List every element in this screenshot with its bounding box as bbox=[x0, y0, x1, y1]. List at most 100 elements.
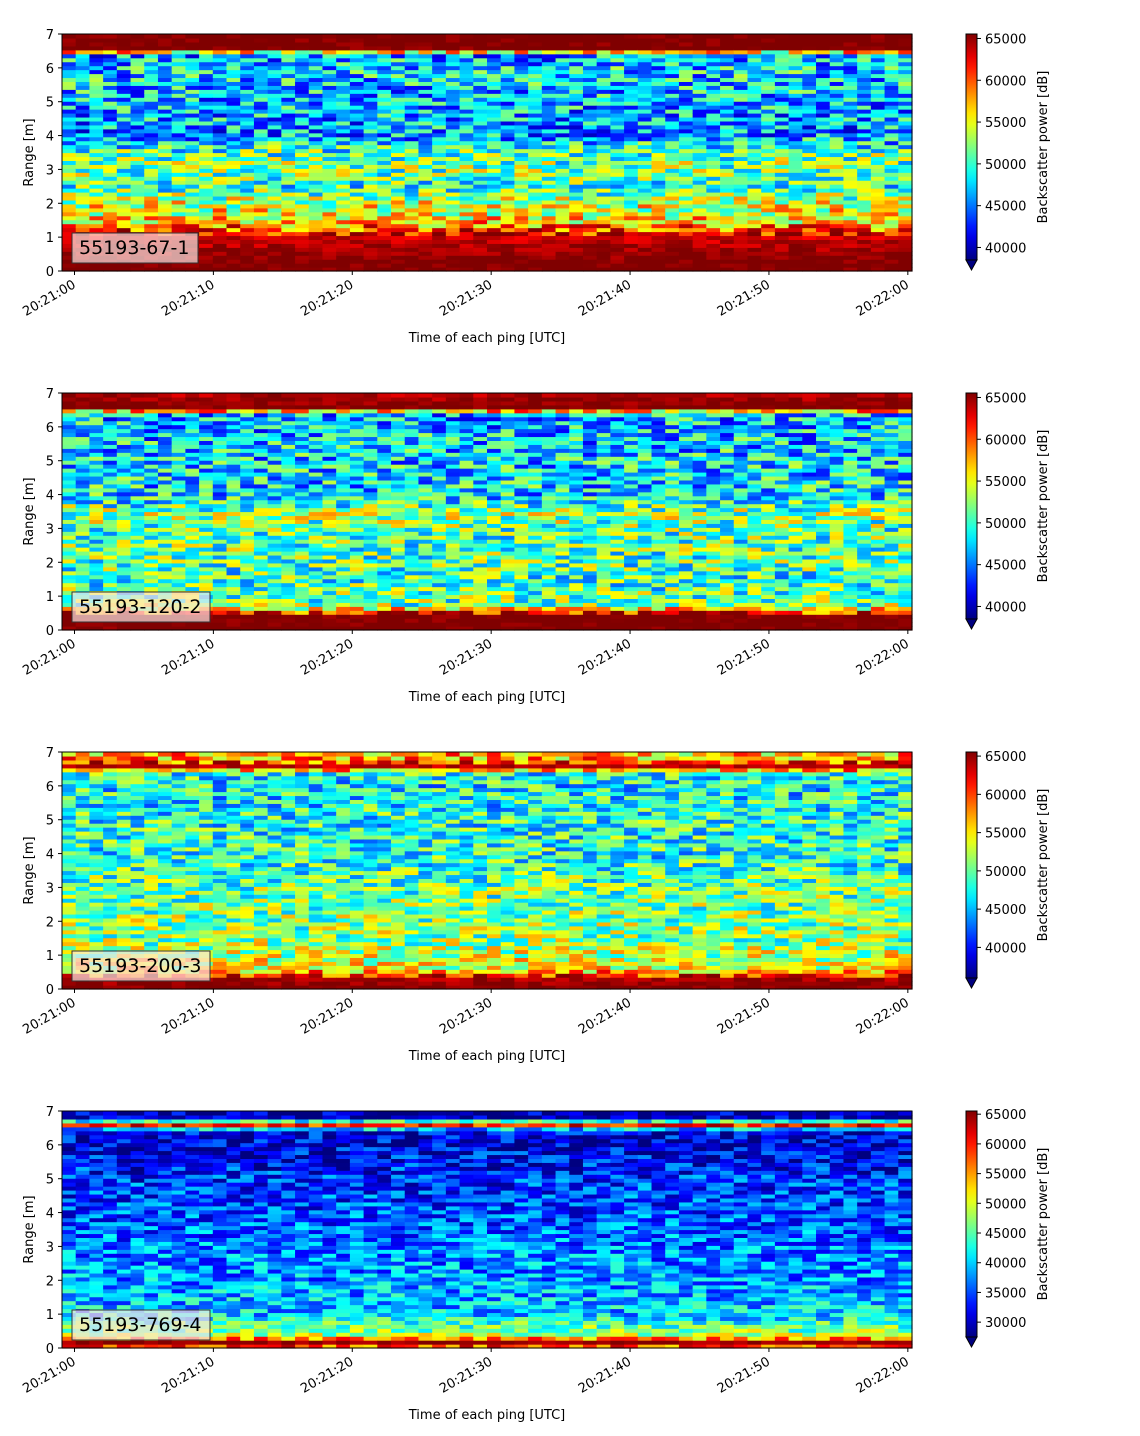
x-tick-label: 20:21:00 bbox=[20, 995, 78, 1037]
y-axis-label: Range [m] bbox=[22, 836, 37, 904]
colorbar-extend-arrow bbox=[965, 977, 978, 990]
colorbar bbox=[965, 33, 978, 261]
echogram-image bbox=[62, 752, 913, 990]
y-tick-label: 0 bbox=[46, 265, 54, 280]
colorbar-extend-arrow bbox=[965, 1336, 978, 1349]
y-tick-label: 7 bbox=[46, 387, 54, 402]
colorbar-label: Backscatter power [dB] bbox=[1036, 71, 1051, 224]
x-tick-label: 20:21:00 bbox=[20, 1354, 78, 1396]
colorbar-tick-label: 65000 bbox=[985, 32, 1026, 47]
x-tick-label: 20:21:20 bbox=[298, 1354, 356, 1396]
y-tick-label: 6 bbox=[46, 1139, 54, 1154]
colorbar-label: Backscatter power [dB] bbox=[1036, 789, 1051, 942]
sample-label-box bbox=[71, 591, 211, 623]
y-tick-label: 2 bbox=[46, 556, 54, 571]
y-tick-label: 4 bbox=[46, 130, 54, 145]
axes-frame bbox=[61, 33, 913, 272]
colorbar-tick-label: 35000 bbox=[985, 1286, 1026, 1301]
colorbar-tick-label: 45000 bbox=[985, 1227, 1026, 1242]
colorbar-tick-label: 45000 bbox=[985, 200, 1026, 215]
colorbar-tick-label: 60000 bbox=[985, 74, 1026, 89]
y-tick-label: 6 bbox=[46, 780, 54, 795]
y-axis-label: Range [m] bbox=[22, 118, 37, 186]
colorbar-extend-arrow bbox=[965, 259, 978, 272]
y-tick-label: 5 bbox=[46, 814, 54, 829]
colorbar-tick-label: 40000 bbox=[985, 600, 1026, 615]
y-tick-label: 3 bbox=[46, 522, 54, 537]
colorbar bbox=[965, 751, 978, 979]
x-tick-label: 20:21:20 bbox=[298, 995, 356, 1037]
colorbar-tick-label: 55000 bbox=[985, 827, 1026, 842]
axes-frame bbox=[61, 1110, 913, 1349]
y-tick-label: 3 bbox=[46, 163, 54, 178]
y-tick-label: 4 bbox=[46, 1207, 54, 1222]
echogram-chart-2: 0 1 2 3 4 5 6 7 20:21:00 20:21:10 20:21:20 20:21:30… bbox=[20, 387, 1051, 705]
x-tick-label: 20:21:40 bbox=[576, 636, 634, 678]
colorbar-tick-label: 40000 bbox=[985, 941, 1026, 956]
y-tick-label: 1 bbox=[46, 231, 54, 246]
x-tick-label: 20:21:00 bbox=[20, 277, 78, 319]
x-tick-label: 20:21:20 bbox=[298, 277, 356, 319]
y-tick-label: 1 bbox=[46, 949, 54, 964]
y-axis-label: Range [m] bbox=[22, 477, 37, 545]
y-tick-label: 6 bbox=[46, 62, 54, 77]
sample-label: 55193-769-4 bbox=[79, 1314, 202, 1336]
y-tick-label: 0 bbox=[46, 1342, 54, 1357]
x-tick-label: 20:21:50 bbox=[715, 636, 773, 678]
colorbar-tick-label: 60000 bbox=[985, 1138, 1026, 1153]
y-tick-label: 2 bbox=[46, 1274, 54, 1289]
echogram-chart-3: 0 1 2 3 4 5 6 7 20:21:00 20:21:10 20:21:20 20:21:30… bbox=[20, 746, 1051, 1064]
x-tick-label: 20:21:40 bbox=[576, 1354, 634, 1396]
axes-frame bbox=[61, 392, 913, 631]
x-tick-label: 20:22:00 bbox=[854, 277, 912, 319]
y-tick-label: 1 bbox=[46, 1308, 54, 1323]
x-tick-label: 20:21:50 bbox=[715, 277, 773, 319]
echogram-chart-4: 0 1 2 3 4 5 6 7 20:21:00 20:21:10 20:21:20 20:21:30… bbox=[20, 1105, 1051, 1423]
echogram-panel-4: 0 1 2 3 4 5 6 7 20:21:00 20:21:10 20:21:20 20:21:30… bbox=[0, 1077, 1140, 1436]
x-tick-label: 20:22:00 bbox=[854, 995, 912, 1037]
colorbar-tick-label: 55000 bbox=[985, 475, 1026, 490]
y-tick-label: 5 bbox=[46, 1173, 54, 1188]
y-tick-label: 2 bbox=[46, 197, 54, 212]
colorbar bbox=[965, 1110, 978, 1338]
echogram-chart-1: 0 1 2 3 4 5 6 7 20:21:00 20:21:10 20:21:20 20:21:30… bbox=[20, 28, 1051, 346]
x-tick-label: 20:22:00 bbox=[854, 1354, 912, 1396]
colorbar-tick-label: 50000 bbox=[985, 158, 1026, 173]
echogram-image bbox=[62, 1111, 913, 1349]
sample-label: 55193-120-2 bbox=[79, 596, 202, 618]
sample-label-box bbox=[71, 1309, 211, 1341]
x-tick-label: 20:22:00 bbox=[854, 636, 912, 678]
colorbar-tick-label: 65000 bbox=[985, 1108, 1026, 1123]
echogram-image bbox=[62, 34, 913, 272]
x-tick-label: 20:21:20 bbox=[298, 636, 356, 678]
echogram-panel-1: 0 1 2 3 4 5 6 7 20:21:00 20:21:10 20:21:20 20:21:30… bbox=[0, 0, 1140, 359]
y-tick-label: 7 bbox=[46, 28, 54, 43]
colorbar-tick-label: 30000 bbox=[985, 1316, 1026, 1331]
sample-label-box bbox=[71, 232, 199, 264]
axes-frame bbox=[61, 751, 913, 990]
colorbar-tick-label: 55000 bbox=[985, 1168, 1026, 1183]
colorbar-tick-label: 65000 bbox=[985, 391, 1026, 406]
colorbar-tick-label: 45000 bbox=[985, 903, 1026, 918]
x-tick-label: 20:21:50 bbox=[715, 995, 773, 1037]
colorbar-label: Backscatter power [dB] bbox=[1036, 1148, 1051, 1301]
y-tick-label: 1 bbox=[46, 590, 54, 605]
colorbar-tick-label: 60000 bbox=[985, 788, 1026, 803]
colorbar-tick-label: 45000 bbox=[985, 559, 1026, 574]
x-tick-label: 20:21:30 bbox=[437, 1354, 495, 1396]
colorbar bbox=[965, 392, 978, 620]
x-tick-label: 20:21:10 bbox=[159, 1354, 217, 1396]
x-tick-label: 20:21:30 bbox=[437, 636, 495, 678]
colorbar-tick-label: 60000 bbox=[985, 433, 1026, 448]
colorbar-tick-label: 40000 bbox=[985, 241, 1026, 256]
sample-label-box bbox=[71, 950, 211, 982]
x-axis-label: Time of each ping [UTC] bbox=[408, 1408, 566, 1423]
y-tick-label: 0 bbox=[46, 624, 54, 639]
colorbar-tick-label: 55000 bbox=[985, 116, 1026, 131]
x-tick-label: 20:21:10 bbox=[159, 995, 217, 1037]
x-tick-label: 20:21:10 bbox=[159, 636, 217, 678]
x-tick-label: 20:21:50 bbox=[715, 1354, 773, 1396]
colorbar-tick-label: 65000 bbox=[985, 750, 1026, 765]
y-tick-label: 4 bbox=[46, 848, 54, 863]
x-tick-label: 20:21:30 bbox=[437, 277, 495, 319]
